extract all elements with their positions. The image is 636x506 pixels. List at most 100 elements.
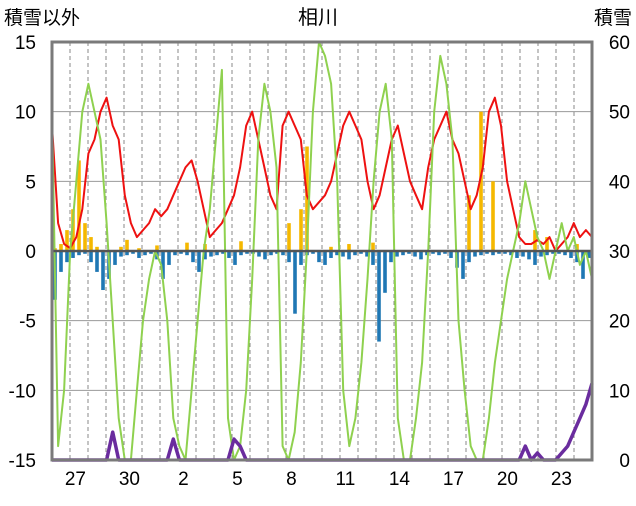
x-tick-label: 11	[336, 469, 356, 490]
bar	[95, 246, 99, 251]
bar	[587, 251, 591, 258]
y-tick-label-right: 40	[609, 172, 630, 193]
bar	[239, 251, 243, 256]
bar	[539, 251, 543, 257]
bar	[299, 251, 303, 265]
bar	[245, 251, 249, 254]
bar	[359, 251, 363, 254]
bar	[323, 251, 327, 265]
bar	[371, 242, 375, 251]
bar	[59, 244, 63, 251]
bar	[479, 111, 483, 252]
bar	[215, 251, 219, 256]
bar	[113, 251, 117, 265]
bar	[203, 251, 207, 260]
bar	[473, 251, 477, 257]
bar	[149, 251, 153, 254]
bar	[491, 251, 495, 256]
bar	[137, 251, 141, 258]
x-tick-label: 30	[119, 469, 140, 490]
bar	[407, 251, 411, 254]
bar	[101, 251, 105, 291]
bar	[95, 251, 99, 272]
bar	[77, 251, 81, 256]
bar	[221, 251, 225, 254]
bar	[377, 251, 381, 342]
bar	[83, 251, 87, 254]
bar	[131, 251, 135, 254]
bar	[581, 251, 585, 279]
bar	[347, 251, 351, 260]
bar	[575, 251, 579, 263]
bar	[431, 251, 435, 254]
bar	[77, 160, 81, 251]
bar	[341, 251, 345, 257]
bar	[563, 251, 567, 256]
bar	[167, 251, 171, 265]
x-tick-label: 5	[232, 469, 243, 490]
bar	[71, 251, 75, 258]
bar	[461, 251, 465, 279]
bar	[347, 244, 351, 251]
bar	[467, 195, 471, 251]
bar	[545, 251, 549, 256]
bar	[413, 251, 417, 257]
bar	[527, 251, 531, 260]
bar	[425, 251, 429, 256]
bar	[161, 251, 165, 279]
bar	[335, 251, 339, 256]
bar	[185, 251, 189, 256]
bar	[533, 251, 537, 265]
bar	[299, 209, 303, 251]
y-tick-label-right: 50	[609, 103, 630, 124]
x-ticks: 27 30 2 5 8 11 14 17 20 23	[65, 469, 572, 490]
bar	[125, 251, 129, 256]
bar	[437, 251, 441, 256]
x-tick-label: 8	[286, 469, 297, 490]
bar	[401, 251, 405, 256]
x-tick-label: 23	[551, 469, 572, 490]
chart-title: 相川	[298, 6, 338, 29]
bar	[119, 246, 123, 251]
bar	[497, 251, 501, 254]
y-tick-label-right: 10	[609, 381, 630, 402]
plot-border	[50, 40, 594, 462]
bar	[155, 245, 159, 251]
bar	[125, 239, 129, 251]
y-tick-label-left: -5	[19, 312, 36, 333]
bar	[89, 237, 93, 251]
bar	[503, 251, 507, 254]
bar	[551, 251, 555, 254]
y-tick-label-left: -10	[9, 381, 36, 402]
bar	[65, 230, 69, 251]
bar	[329, 246, 333, 251]
bar	[365, 251, 369, 257]
x-tick-label: 20	[497, 469, 518, 490]
bar	[197, 251, 201, 272]
x-tick-label: 27	[65, 469, 86, 490]
y-tick-label-left: 5	[25, 172, 36, 193]
bar	[389, 251, 393, 263]
plot-frame	[50, 40, 594, 462]
bar	[329, 251, 333, 258]
y-ticks-right: 60 50 40 30 20 10 0	[609, 33, 630, 472]
bar	[557, 251, 561, 254]
bar	[287, 251, 291, 263]
bar	[371, 251, 375, 265]
bar	[65, 251, 69, 263]
bar	[257, 251, 261, 257]
bar	[275, 251, 279, 254]
x-tick-label: 17	[443, 469, 464, 490]
bar	[263, 251, 267, 260]
bar	[239, 241, 243, 251]
bar	[509, 251, 513, 256]
y-tick-label-right: 60	[609, 33, 630, 54]
bar	[269, 251, 273, 256]
bar	[287, 223, 291, 251]
bar	[311, 251, 315, 254]
bar	[491, 181, 495, 251]
bar	[395, 251, 399, 257]
bar	[143, 251, 147, 256]
